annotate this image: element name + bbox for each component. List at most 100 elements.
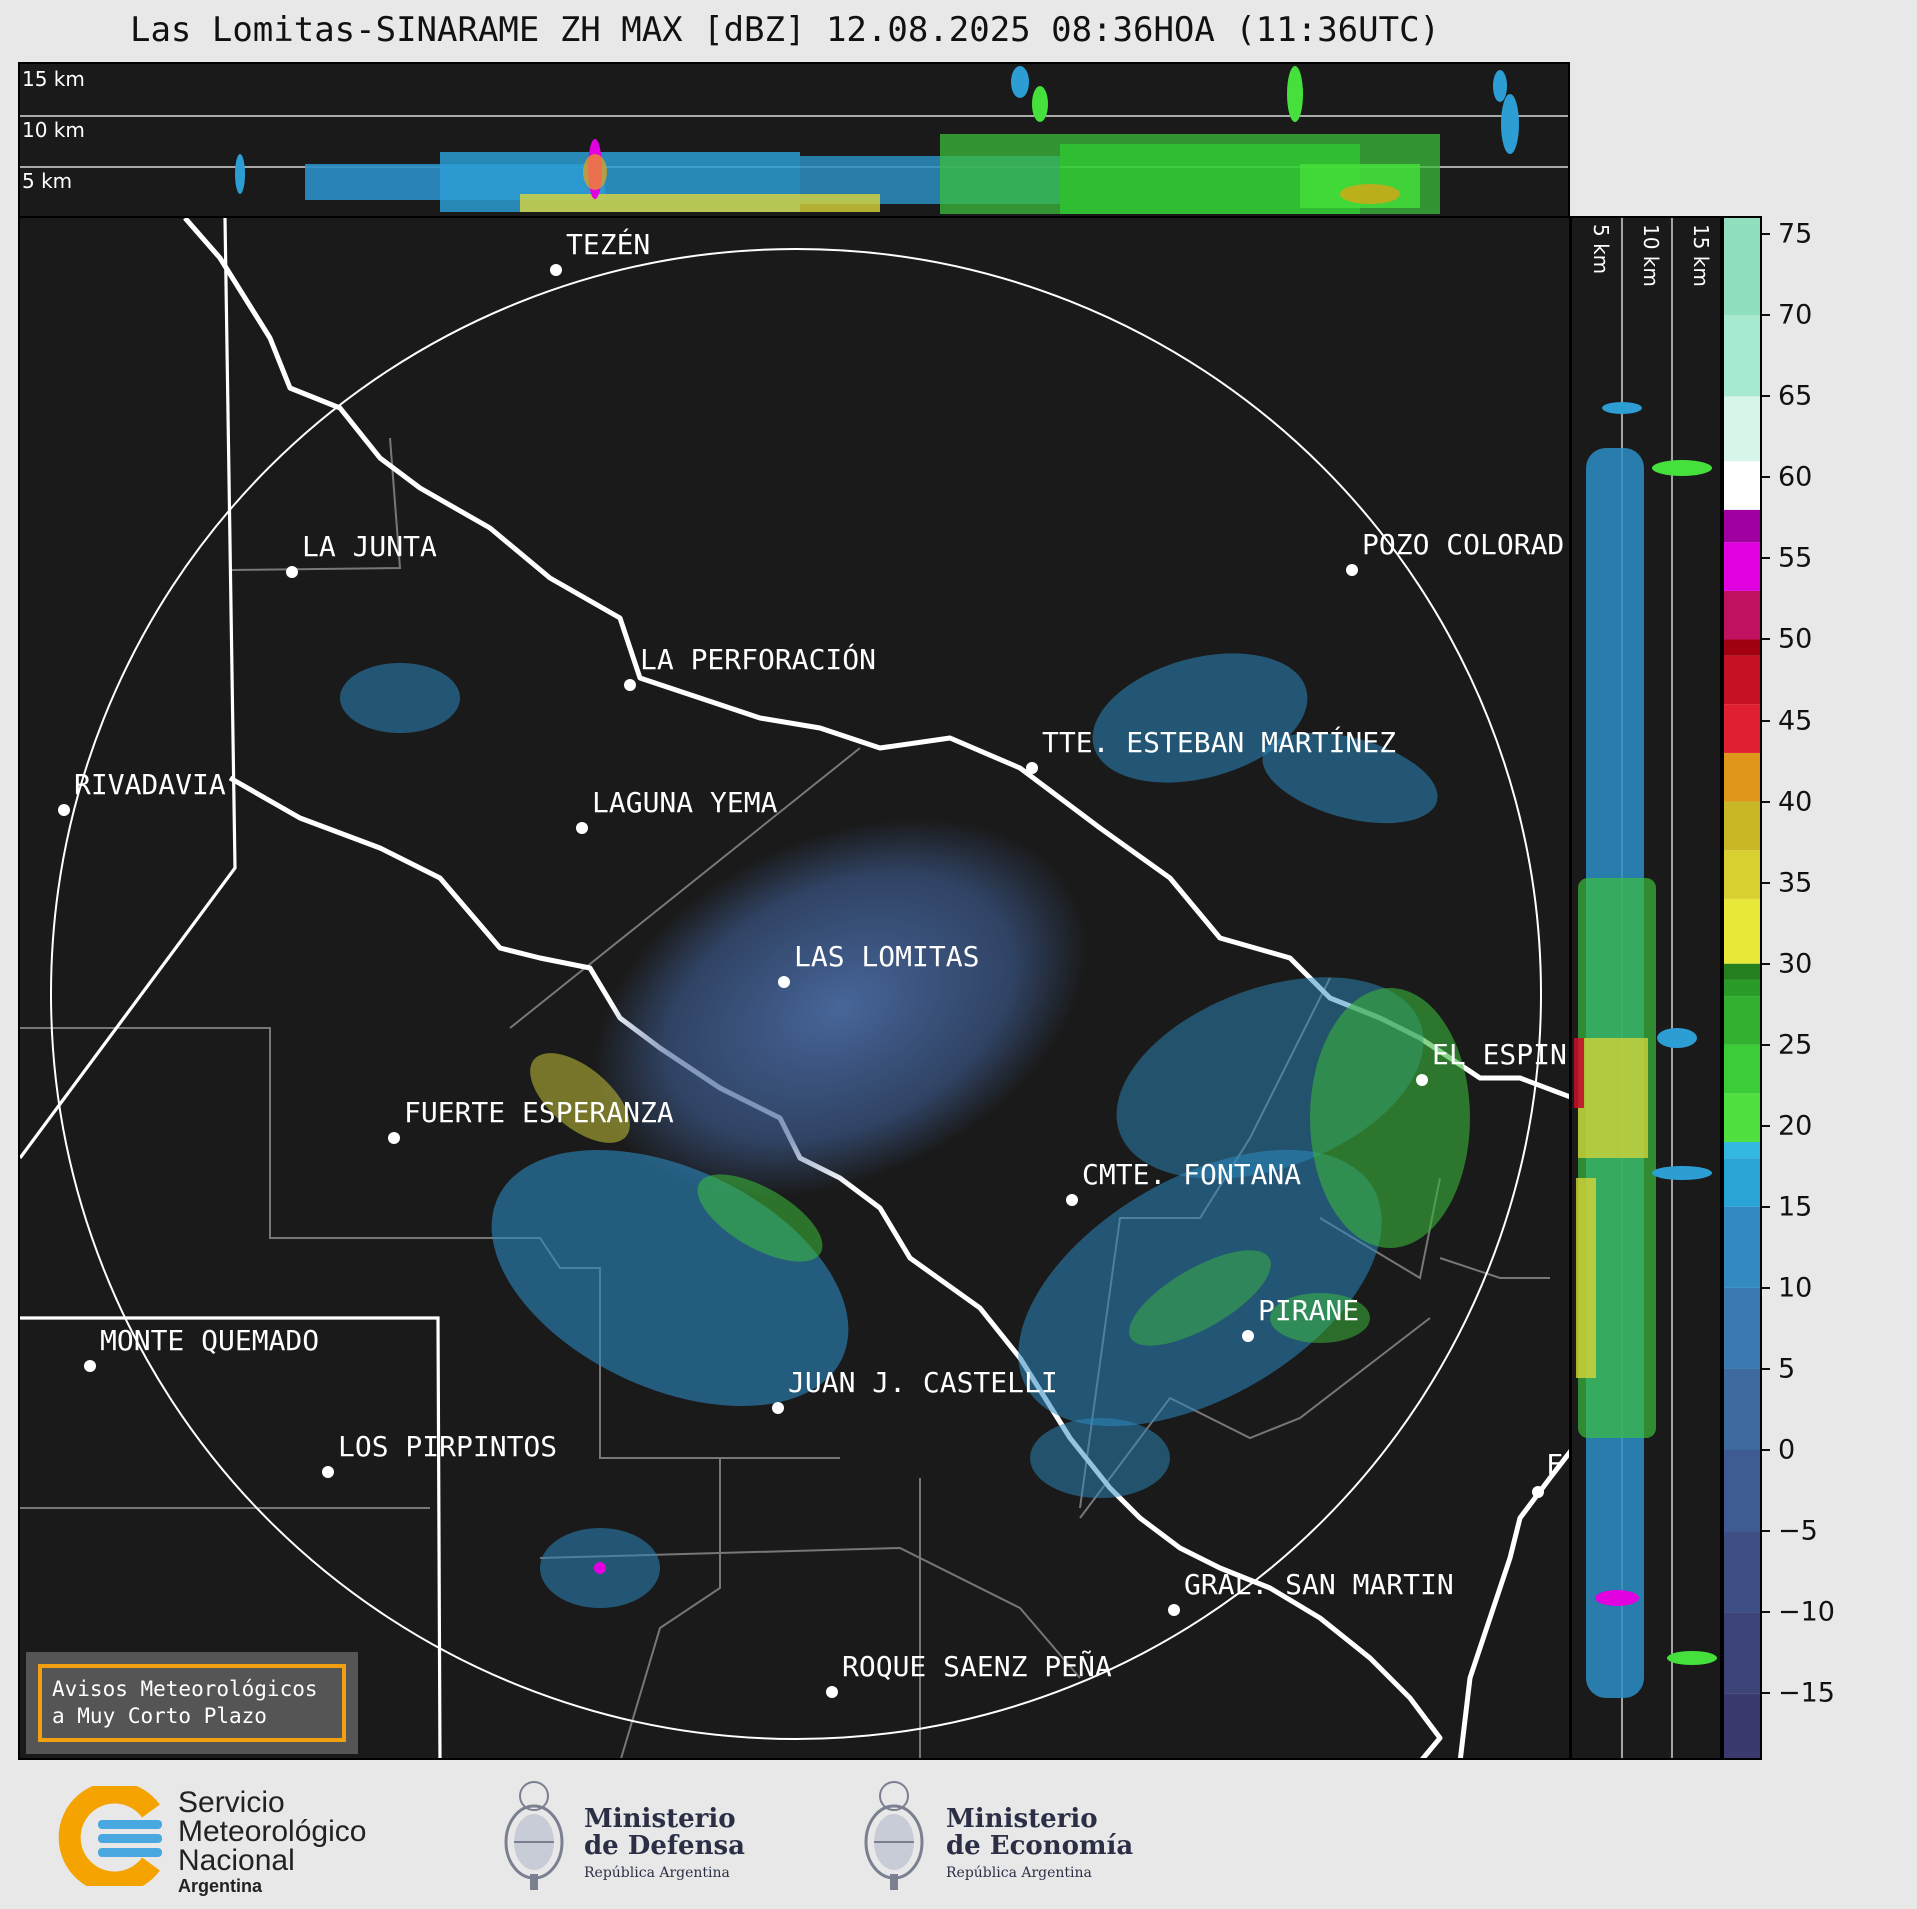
economia-coat-of-arms-icon [854,1774,934,1894]
city-label-tte-esteban-martinez: TTE. ESTEBAN MARTÍNEZ [1042,725,1396,759]
city-label-la-junta: LA JUNTA [302,530,437,563]
city-label-tezen: TEZÉN [566,227,650,261]
colorbar-tick-label: 0 [1778,1434,1796,1466]
top-height-15km-label: 15 km [22,67,85,91]
city-label-formosa-partial: F [1546,1448,1563,1481]
top-height-profile: 15 km 10 km 5 km [18,62,1570,218]
colorbar-band [1724,1531,1760,1613]
colorbar-tick-label: 20 [1778,1110,1813,1142]
province-boundaries [20,218,442,1758]
colorbar-band [1724,1450,1760,1532]
side-height-10km-label: 10 km [1639,224,1663,287]
colorbar-band [1724,655,1760,705]
colorbar-band [1724,1206,1760,1288]
top-height-10km-label: 10 km [22,118,85,142]
radar-range-ring [50,248,1542,1740]
colorbar-band [1724,1044,1760,1094]
colorbar-band [1724,1693,1760,1758]
city-label-las-lomitas: LAS LOMITAS [794,940,979,973]
colorbar-band [1724,218,1760,316]
colorbar-tick-mark [1762,1286,1770,1289]
side-height-profile: 5 km 10 km 15 km [1570,216,1722,1760]
defensa-line2: de Defensa [584,1831,745,1861]
city-label-cmte-fontana: CMTE. FONTANA [1082,1158,1301,1191]
colorbar-tick-label: 30 [1778,948,1813,980]
colorbar-band [1724,996,1760,1045]
colorbar-band [1724,1368,1760,1450]
defensa-name: Ministerio de Defensa República Argentin… [584,1806,745,1887]
colorbar-tick-mark [1762,800,1770,803]
city-markers: TEZÉN LA JUNTA POZO COLORAD LA PERFORACI… [58,227,1567,1698]
smn-line2: Meteorológico [178,1815,367,1848]
colorbar-band [1724,752,1760,802]
colorbar-band [1724,590,1760,640]
colorbar-tick-mark [1762,1367,1770,1370]
city-label-pirane: PIRANE [1258,1294,1359,1327]
colorbar-band [1724,1142,1760,1159]
colorbar-tick-label: 50 [1778,623,1813,655]
colorbar-tick-mark [1762,1205,1770,1208]
colorbar-band [1724,979,1760,997]
colorbar-tick-mark [1762,881,1770,884]
city-label-la-perforacion: LA PERFORACIÓN [640,642,876,676]
colorbar-tick-label: 65 [1778,380,1813,412]
colorbar-band [1724,850,1760,899]
colorbar-band [1724,509,1760,543]
colorbar-tick-mark [1762,1692,1770,1695]
smn-line4: Argentina [178,1876,263,1896]
radar-echoes [340,653,1470,1608]
colorbar-tick-mark [1762,395,1770,398]
top-height-5km-label: 5 km [22,169,72,193]
city-label-pozo-colorado: POZO COLORAD [1362,528,1564,561]
footer: Servicio Meteorológico Nacional Argentin… [0,1760,1917,1909]
top-profile-echoes [235,66,1519,214]
warning-box[interactable]: Avisos Meteorológicos a Muy Corto Plazo [26,1652,358,1754]
economia-line2: de Economía [946,1831,1134,1861]
city-label-juan-j-castelli: JUAN J. CASTELLI [788,1366,1058,1399]
colorbar-tick-mark [1762,719,1770,722]
smn-line1: Servicio [178,1786,285,1819]
colorbar-band [1724,315,1760,397]
city-label-fuerte-esperanza: FUERTE ESPERANZA [404,1096,674,1129]
reflectivity-colorbar [1722,216,1762,1760]
colorbar-band [1724,542,1760,591]
side-profile-echoes [1574,402,1717,1698]
colorbar-tick-label: 40 [1778,786,1813,818]
colorbar-tick-mark [1762,1611,1770,1614]
colorbar-band [1724,639,1760,656]
colorbar-band [1724,898,1760,964]
colorbar-band [1724,963,1760,980]
colorbar-tick-mark [1762,1449,1770,1451]
city-label-rivadavia: RIVADAVIA [74,768,226,801]
colorbar-tick-label: 10 [1778,1272,1813,1304]
colorbar-tick-mark [1762,1530,1770,1533]
warning-box-line1: Avisos Meteorológicos [52,1677,318,1701]
colorbar-band [1724,1612,1760,1694]
economia-name: Ministerio de Economía República Argenti… [946,1806,1133,1887]
side-height-5km-label: 5 km [1589,224,1613,274]
warning-box-line2: a Muy Corto Plazo [52,1704,267,1728]
colorbar-tick-label: 35 [1778,867,1813,899]
city-label-roque-saenz-pena: ROQUE SAENZ PEÑA [842,1649,1112,1683]
page-title: Las Lomitas-SINARAME ZH MAX [dBZ] 12.08.… [129,10,1441,50]
smn-name: Servicio Meteorológico Nacional Argentin… [178,1788,366,1897]
colorbar-tick-mark [1762,1124,1770,1127]
colorbar-tick-mark [1762,476,1770,479]
city-label-gral-san-martin: GRAL. SAN MARTIN [1184,1568,1454,1601]
colorbar-tick-label: 15 [1778,1191,1813,1223]
colorbar-tick-label: 70 [1778,299,1813,331]
colorbar-tick-label: −10 [1778,1596,1835,1628]
colorbar-tick-label: 55 [1778,542,1813,574]
colorbar-tick-label: 75 [1778,218,1813,250]
city-label-monte-quemado: MONTE QUEMADO [100,1324,319,1357]
radar-map[interactable]: TEZÉN LA JUNTA POZO COLORAD LA PERFORACI… [18,216,1571,1760]
smn-line3: Nacional [178,1844,295,1877]
economia-line3: República Argentina [946,1865,1092,1881]
smn-logo-icon [56,1786,166,1886]
colorbar-band [1724,1158,1760,1207]
defensa-coat-of-arms-icon [494,1774,574,1894]
colorbar-band [1724,396,1760,462]
city-label-el-espinillo: EL ESPIN [1432,1038,1567,1071]
colorbar-tick-label: 45 [1778,705,1813,737]
colorbar-tick-label: 5 [1778,1353,1796,1385]
